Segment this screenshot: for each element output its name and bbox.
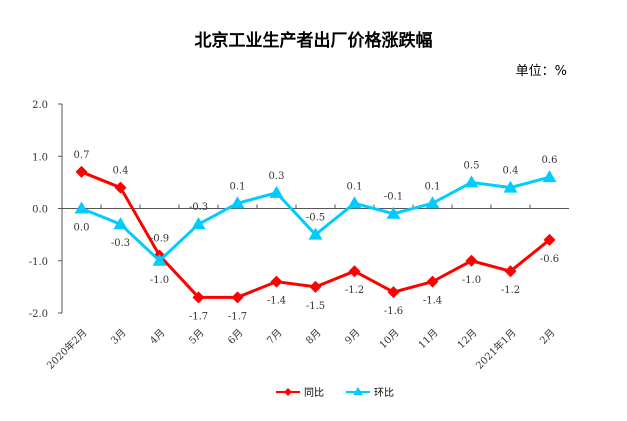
data-point-triangle (425, 196, 440, 209)
legend-label: 同比 (304, 387, 324, 399)
data-point-triangle (152, 253, 167, 266)
x-tick-label: 8月 (304, 327, 324, 347)
data-point-triangle (308, 227, 323, 240)
data-point-triangle (269, 185, 284, 198)
data-label: -1.7 (189, 311, 208, 322)
data-point-diamond (426, 275, 439, 288)
y-tick-label: -1.0 (29, 257, 48, 268)
data-point-triangle (503, 180, 518, 193)
y-tick-label: -2.0 (29, 309, 48, 320)
data-label: -0.1 (384, 192, 403, 203)
data-point-triangle (113, 217, 128, 230)
x-tick-label: 7月 (265, 327, 285, 347)
data-label: -1.4 (423, 296, 442, 307)
data-point-diamond (231, 291, 244, 304)
data-point-triangle (191, 217, 206, 230)
data-point-diamond (387, 286, 400, 299)
y-tick-label: 0.0 (32, 205, 48, 216)
data-point-triangle (230, 196, 245, 209)
x-tick-label: 4月 (148, 327, 168, 347)
data-label: 0.7 (74, 150, 90, 161)
data-label: -1.2 (501, 285, 520, 296)
data-label: -0.3 (189, 202, 208, 213)
data-label: -1.7 (228, 311, 247, 322)
data-label: 0.3 (269, 171, 285, 182)
data-label: 0.4 (503, 166, 519, 177)
legend-triangle-icon (353, 387, 363, 395)
x-tick-label: 2021年1月 (473, 326, 519, 372)
data-point-diamond (75, 165, 88, 178)
data-label: -1.0 (150, 275, 169, 286)
unit-label: 单位：% (515, 64, 567, 79)
x-tick-label: 5月 (187, 327, 207, 347)
data-point-diamond (270, 275, 283, 288)
data-point-triangle (464, 175, 479, 188)
data-point-diamond (543, 233, 556, 246)
y-tick-label: 1.0 (32, 152, 48, 163)
data-label: 0.1 (347, 181, 363, 192)
data-label: 0.1 (425, 181, 441, 192)
data-point-triangle (386, 206, 401, 219)
x-tick-label: 2020年2月 (44, 326, 90, 372)
data-point-diamond (114, 181, 127, 194)
legend-diamond-icon (284, 388, 292, 396)
x-tick-label: 10月 (377, 327, 402, 352)
y-tick-label: 2.0 (32, 100, 48, 111)
x-tick-label: 3月 (109, 327, 129, 347)
data-point-diamond (192, 291, 205, 304)
data-point-diamond (504, 265, 517, 278)
data-label: -1.5 (306, 301, 325, 312)
data-label: -1.2 (345, 285, 364, 296)
data-point-triangle (74, 201, 89, 214)
data-point-triangle (542, 170, 557, 183)
data-label: -1.0 (462, 275, 481, 286)
data-point-triangle (347, 196, 362, 209)
data-point-diamond (309, 280, 322, 293)
data-point-diamond (465, 254, 478, 267)
x-tick-label: 9月 (343, 327, 363, 347)
x-tick-label: 11月 (416, 327, 441, 352)
x-tick-label: 6月 (226, 327, 246, 347)
data-label: -0.6 (540, 254, 559, 265)
data-label: 0.1 (230, 181, 246, 192)
data-label: -1.4 (267, 296, 286, 307)
data-label: 0.0 (74, 223, 90, 234)
x-tick-label: 2月 (538, 327, 558, 347)
data-label: -0.5 (306, 213, 325, 224)
chart-title: 北京工业生产者出厂价格涨跌幅 (194, 31, 433, 51)
data-label: 0.4 (113, 166, 129, 177)
data-label: 0.6 (542, 155, 558, 166)
data-label: 0.5 (464, 160, 480, 171)
data-label: -0.3 (111, 238, 130, 249)
data-point-diamond (348, 265, 361, 278)
legend-label: 环比 (374, 387, 394, 399)
x-tick-label: 12月 (455, 327, 480, 352)
data-label: -0.9 (150, 234, 169, 245)
data-label: -1.6 (384, 306, 403, 317)
